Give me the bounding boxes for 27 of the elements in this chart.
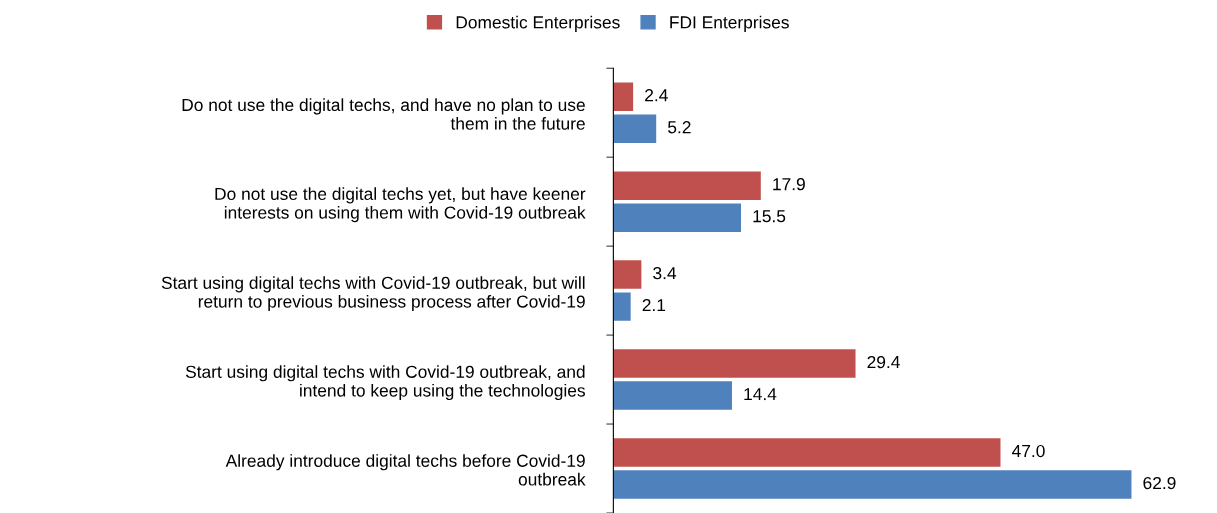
y-tick-label: Start using digital techs with Covid-19 outbreak, and intend to keep using the technologies — [185, 365, 585, 401]
y-tick-label: Do not use the digital techs, and have no plan to use them in the future — [182, 98, 585, 130]
bar — [613, 292, 631, 321]
data-label: 14.4 — [744, 388, 777, 401]
data-label: 29.4 — [867, 355, 900, 369]
bar — [613, 349, 856, 378]
data-label: 2.4 — [645, 89, 668, 102]
bar — [613, 438, 1001, 467]
data-label: 5.2 — [668, 121, 691, 134]
y-tick-label: Do not use the digital techs yet, but have keener interests on using them with Covid-19 outbreak — [215, 187, 586, 223]
y-tick-label: Already introduce digital techs before Covid-19 outbreak — [225, 454, 586, 486]
legend-label: FDI Enterprises — [670, 15, 789, 32]
bar — [613, 381, 732, 410]
data-label: 3.4 — [653, 266, 677, 280]
bar — [613, 171, 761, 200]
data-label: 47.0 — [1012, 444, 1045, 458]
bar — [613, 114, 657, 143]
data-label: 62.9 — [1143, 476, 1176, 490]
bar — [613, 82, 634, 111]
bar — [613, 470, 1132, 499]
bar — [613, 203, 742, 232]
y-tick-label: Start using digital techs with Covid-19 outbreak, but will return to previous business process after Covid-19 — [161, 276, 585, 312]
legend-label: Domestic Enterprises — [456, 15, 620, 32]
bar — [613, 260, 642, 289]
data-label: 15.5 — [753, 210, 786, 223]
data-label: 2.1 — [642, 298, 666, 312]
data-label: 17.9 — [773, 178, 805, 191]
